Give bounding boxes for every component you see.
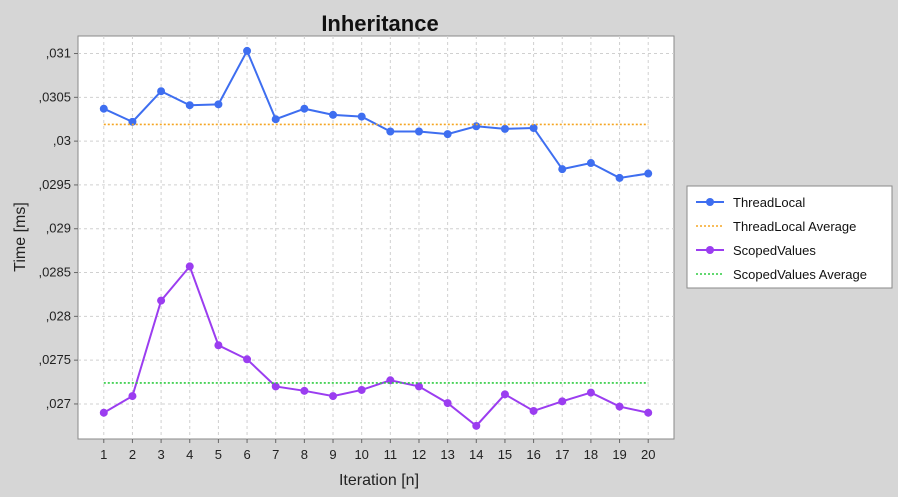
data-point [214,341,223,350]
data-point [586,388,595,397]
y-tick-label: ,0275 [38,352,71,367]
y-axis-title: Time [ms] [12,202,29,272]
data-point [386,127,395,136]
axes: 1 2 3 4 5 6 7 8 9 10 11 12 13 14 15 16 17 18 19 20,027,0275… [38,46,655,462]
data-point [99,408,108,417]
data-point [472,421,481,430]
x-tick-label: 5 [215,447,222,462]
x-tick-label: 10 [354,447,368,462]
legend-item-scopedvalues-average: ScopedValues Average [696,267,867,282]
data-point [185,101,194,110]
data-point [357,385,366,394]
data-point [558,165,567,174]
legend-label: ThreadLocal [733,195,805,210]
x-tick-label: 12 [412,447,426,462]
legend-item-scopedvalues: ScopedValues [696,243,816,258]
x-tick-label: 15 [498,447,512,462]
data-point [586,159,595,168]
data-point [329,110,338,119]
data-point [529,406,538,415]
y-tick-label: ,0285 [38,265,71,280]
series-scopedvalues [99,262,653,430]
x-tick-label: 1 [100,447,107,462]
y-tick-label: ,029 [46,221,71,236]
data-point [128,392,137,401]
data-point [644,169,653,178]
data-point [414,382,423,391]
data-point [615,402,624,411]
data-point [243,46,252,55]
data-point [500,124,509,133]
x-tick-label: 7 [272,447,279,462]
data-point [615,173,624,182]
x-tick-label: 8 [301,447,308,462]
data-point [644,408,653,417]
x-tick-label: 18 [584,447,598,462]
data-point [300,386,309,395]
legend-item-threadlocal-average: ThreadLocal Average [696,219,856,234]
y-tick-label: ,027 [46,396,71,411]
x-tick-label: 14 [469,447,483,462]
x-tick-label: 2 [129,447,136,462]
y-tick-label: ,0305 [38,89,71,104]
y-tick-label: ,0295 [38,177,71,192]
legend: ThreadLocal ThreadLocal Average ScopedValu… [686,185,893,289]
plot-area [77,35,675,440]
legend-marker [706,198,714,206]
x-tick-label: 11 [384,447,398,462]
x-tick-label: 17 [555,447,569,462]
data-point [500,390,509,399]
y-tick-label: ,028 [46,308,71,323]
data-point [443,130,452,139]
data-point [185,262,194,271]
legend-item-threadlocal: ThreadLocal [696,195,805,210]
data-point [157,87,166,96]
data-point [243,355,252,364]
data-point [128,117,137,126]
x-tick-label: 6 [243,447,250,462]
legend-marker [706,246,714,254]
x-tick-label: 16 [526,447,540,462]
data-point [443,399,452,408]
x-axis-title: Iteration [n] [339,472,419,489]
data-point [157,296,166,305]
x-tick-label: 19 [612,447,626,462]
legend-label: ThreadLocal Average [733,219,856,234]
data-point [357,112,366,121]
data-point [414,127,423,136]
data-point [558,397,567,406]
data-point [99,104,108,113]
data-point [214,100,223,109]
y-tick-label: ,031 [46,46,71,61]
data-point [472,122,481,131]
series-line-scopedvalues [103,264,649,428]
legend-label: ScopedValues [733,243,816,258]
x-tick-label: 3 [157,447,164,462]
data-point [529,123,538,132]
data-point [300,104,309,113]
data-point [271,115,280,124]
data-point [271,382,280,391]
data-point [329,392,338,401]
chart-title: Inheritance [321,11,438,36]
x-tick-label: 4 [186,447,193,462]
x-tick-label: 20 [641,447,655,462]
x-tick-label: 9 [329,447,336,462]
x-tick-label: 13 [440,447,454,462]
legend-label: ScopedValues Average [733,267,867,282]
series-group [99,46,653,430]
y-tick-label: ,03 [53,133,71,148]
